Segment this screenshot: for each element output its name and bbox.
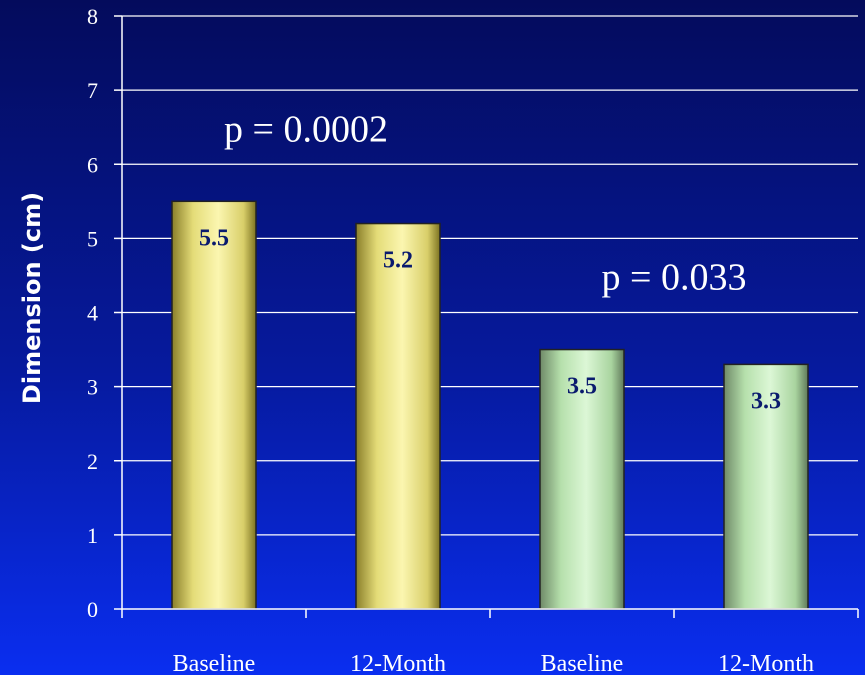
y-tick-label: 7 bbox=[87, 78, 98, 103]
y-axis-label: Dimension (cm) bbox=[18, 192, 46, 404]
bar-value-label: 5.5 bbox=[199, 225, 229, 251]
x-category-label: Baseline bbox=[541, 651, 624, 675]
x-category-label: 12-Month bbox=[718, 651, 814, 675]
y-tick-label: 1 bbox=[87, 523, 98, 548]
bar bbox=[171, 200, 257, 610]
value-labels: 5.5 5.2 3.5 3.3 bbox=[199, 225, 781, 414]
y-tick-label: 0 bbox=[87, 597, 98, 622]
y-tick-label: 4 bbox=[87, 301, 98, 326]
bar bbox=[355, 222, 441, 610]
bar bbox=[539, 348, 625, 610]
annotations: p = 0.0002 p = 0.033 bbox=[224, 108, 746, 298]
bars bbox=[171, 200, 809, 610]
bar-value-label: 3.5 bbox=[567, 374, 597, 400]
x-category-label: Baseline bbox=[173, 651, 256, 675]
y-tick-label: 6 bbox=[87, 152, 98, 177]
bar-value-label: 5.2 bbox=[383, 248, 413, 274]
y-tick-label: 3 bbox=[87, 375, 98, 400]
p-value-annotation: p = 0.0002 bbox=[224, 108, 388, 150]
x-category-label: 12-Month bbox=[350, 651, 446, 675]
y-tick-label: 5 bbox=[87, 226, 98, 251]
bar-value-label: 3.3 bbox=[751, 388, 781, 414]
y-tick-label: 2 bbox=[87, 449, 98, 474]
y-axis-ticks: 0 1 2 3 4 5 6 7 8 bbox=[87, 4, 122, 622]
y-tick-label: 8 bbox=[87, 4, 98, 29]
p-value-annotation: p = 0.033 bbox=[602, 257, 747, 299]
x-axis-ticks: Baseline 12-Month Baseline 12-Month bbox=[121, 609, 859, 675]
bar bbox=[723, 363, 809, 610]
